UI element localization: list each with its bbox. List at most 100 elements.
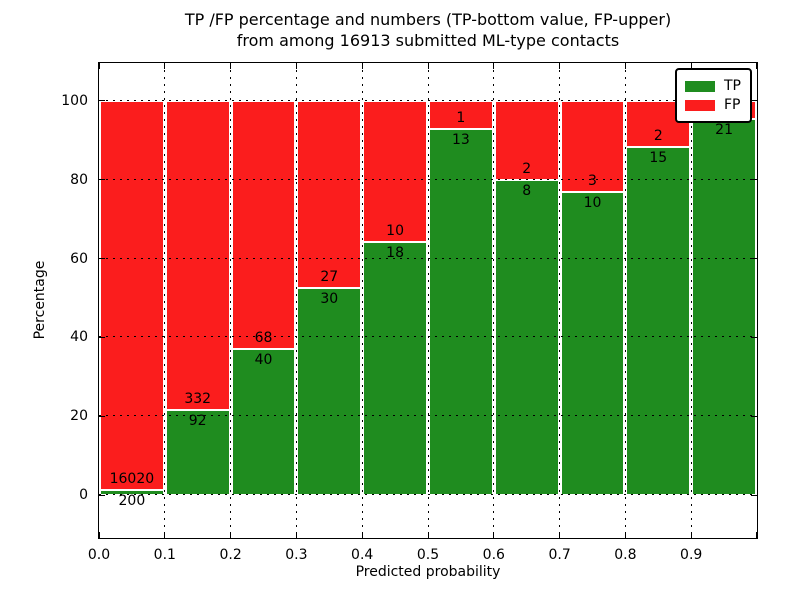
fp-count-label: 3 xyxy=(588,172,597,189)
tp-bar-segment xyxy=(297,287,362,496)
x-axis-label: Predicted probability xyxy=(355,564,501,580)
x-tick-label: 0.8 xyxy=(614,547,637,563)
x-tick-label: 0.2 xyxy=(219,547,242,563)
y-tick-mark xyxy=(99,179,105,181)
fp-bar-segment xyxy=(560,100,625,192)
horizontal-gridline xyxy=(99,415,757,417)
horizontal-gridline xyxy=(99,257,757,259)
fp-count-label: 16020 xyxy=(109,471,155,488)
x-tick-mark xyxy=(624,63,626,69)
horizontal-gridline xyxy=(99,178,757,180)
x-tick-mark xyxy=(98,532,100,538)
fp-bar-segment xyxy=(165,100,230,410)
fp-count-label: 27 xyxy=(320,268,339,285)
x-tick-mark xyxy=(493,63,495,69)
tp-count-label: 15 xyxy=(649,150,668,167)
y-tick-mark xyxy=(751,100,757,102)
legend-entry-tp: TP xyxy=(685,78,741,94)
x-tick-mark xyxy=(164,532,166,538)
x-tick-mark xyxy=(624,532,626,538)
x-tick-label: 0.6 xyxy=(482,547,505,563)
x-tick-label: 0.0 xyxy=(87,547,111,563)
x-tick-mark xyxy=(755,63,757,69)
fp-bar-segment xyxy=(100,100,164,491)
tp-bar-segment xyxy=(692,118,756,496)
x-tick-mark xyxy=(755,532,757,538)
vertical-gridline xyxy=(624,63,626,538)
fp-bar-segment xyxy=(429,100,493,130)
y-tick-mark xyxy=(751,258,757,260)
x-tick-mark xyxy=(98,63,100,69)
x-tick-mark xyxy=(559,63,561,69)
tp-bar-segment xyxy=(626,147,691,496)
chart-title-line2: from among 16913 submitted ML-type conta… xyxy=(236,31,620,50)
tp-count-label: 8 xyxy=(522,182,532,199)
y-tick-label: 40 xyxy=(70,329,88,346)
y-tick-label: 60 xyxy=(70,250,88,267)
y-tick-mark xyxy=(99,415,105,417)
x-tick-mark xyxy=(295,532,297,538)
x-tick-mark xyxy=(164,63,166,69)
fp-count-label: 2 xyxy=(653,128,663,145)
tp-count-label: 30 xyxy=(320,290,339,307)
fp-bar-segment xyxy=(494,100,559,180)
tp-count-label: 40 xyxy=(254,352,273,369)
y-tick-mark xyxy=(99,100,105,102)
vertical-gridline xyxy=(690,63,692,538)
tp-bar-segment xyxy=(560,191,625,496)
x-tick-mark xyxy=(559,532,561,538)
x-tick-mark xyxy=(427,63,429,69)
tp-count-label: 200 xyxy=(118,493,146,510)
legend-entry-fp: FP xyxy=(685,97,741,113)
vertical-gridline xyxy=(361,63,363,538)
x-tick-mark xyxy=(493,532,495,538)
vertical-gridline xyxy=(164,63,166,538)
fp-count-label: 1 xyxy=(456,110,466,127)
tp-bar-segment xyxy=(494,179,559,496)
tp-bar-segment xyxy=(165,409,230,496)
vertical-gridline xyxy=(295,63,297,538)
fp-bar-segment xyxy=(363,100,427,242)
vertical-gridline xyxy=(559,63,561,538)
tp-bar-segment xyxy=(429,129,493,496)
y-tick-label: 100 xyxy=(61,92,88,109)
x-tick-label: 0.5 xyxy=(416,547,440,563)
fp-count-label: 2 xyxy=(522,160,532,177)
x-tick-mark xyxy=(230,532,232,538)
chart-title-line1: TP /FP percentage and numbers (TP-bottom… xyxy=(184,10,672,29)
tp-count-label: 21 xyxy=(715,121,734,138)
fp-bar-segment xyxy=(231,100,296,350)
vertical-gridline xyxy=(230,63,232,538)
tp-count-label: 10 xyxy=(583,194,602,211)
x-tick-mark xyxy=(295,63,297,69)
x-tick-label: 0.3 xyxy=(285,547,308,563)
horizontal-gridline xyxy=(99,336,757,338)
y-tick-label: 20 xyxy=(70,408,88,425)
horizontal-gridline xyxy=(99,494,757,496)
x-tick-mark xyxy=(690,63,692,69)
vertical-gridline xyxy=(427,63,429,538)
y-tick-label: 80 xyxy=(70,171,88,188)
y-tick-label: 0 xyxy=(79,487,88,504)
x-tick-mark xyxy=(230,63,232,69)
y-tick-mark xyxy=(99,494,105,496)
y-tick-mark xyxy=(751,179,757,181)
legend-label-tp: TP xyxy=(724,78,741,94)
y-tick-mark xyxy=(751,494,757,496)
vertical-gridline xyxy=(493,63,495,538)
y-tick-mark xyxy=(751,415,757,417)
tp-count-label: 13 xyxy=(451,132,470,149)
x-tick-label: 0.9 xyxy=(680,547,703,563)
x-tick-mark xyxy=(690,532,692,538)
tp-count-label: 18 xyxy=(386,244,405,261)
x-tick-label: 0.7 xyxy=(548,547,571,563)
fp-count-label: 10 xyxy=(386,222,405,239)
y-axis-label: Percentage xyxy=(32,260,48,340)
x-tick-label: 0.1 xyxy=(153,547,176,563)
legend: TP FP xyxy=(675,68,752,123)
x-tick-mark xyxy=(361,63,363,69)
tp-bar-segment xyxy=(231,349,296,496)
plot-area: TP FP 16020 200 332 92 68 40 27 30 10 18 1 13 2 8 3 10 2… xyxy=(98,62,758,539)
x-tick-mark xyxy=(361,532,363,538)
